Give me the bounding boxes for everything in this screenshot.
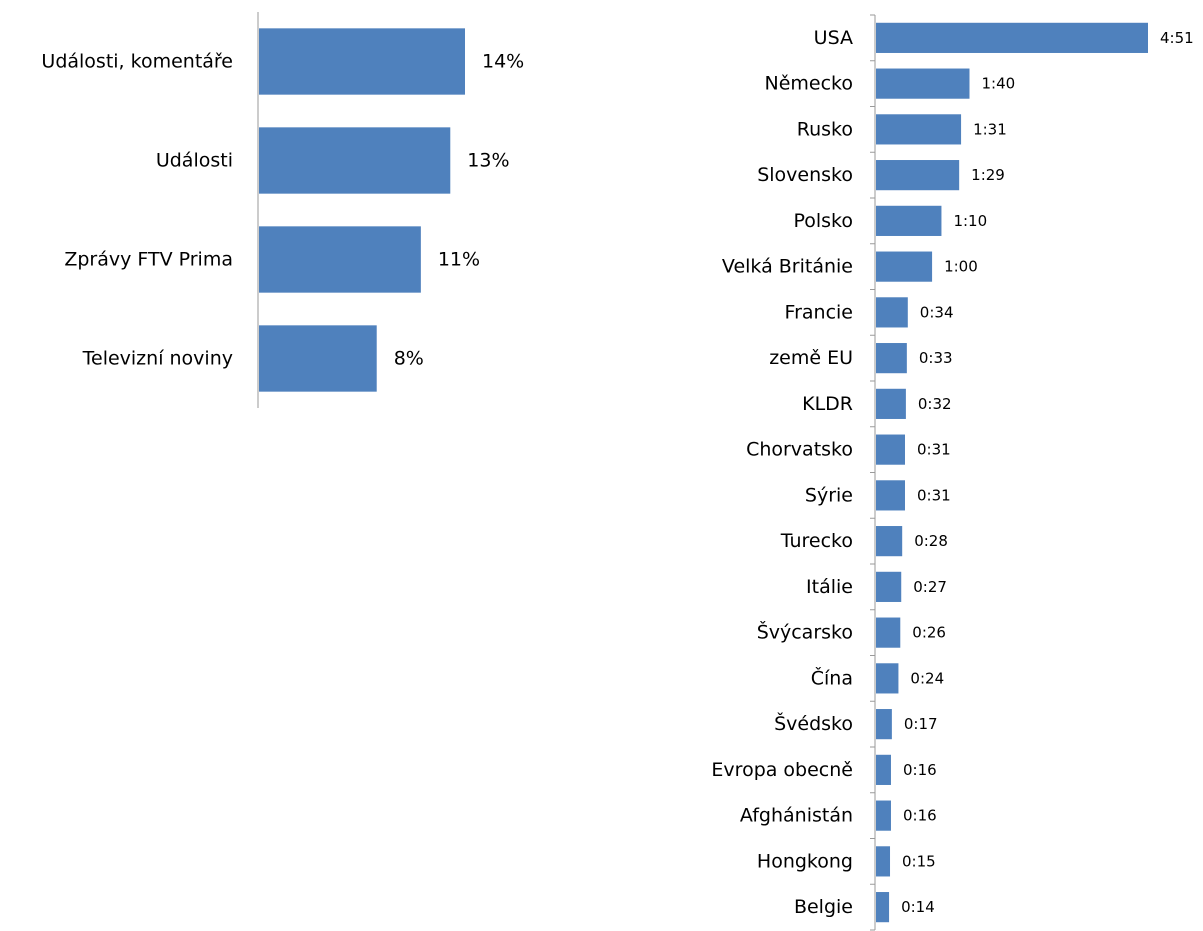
bar bbox=[259, 28, 465, 95]
data-label: 0:33 bbox=[919, 349, 953, 367]
bar bbox=[876, 114, 962, 145]
category-label: Francie bbox=[785, 301, 853, 323]
bar bbox=[876, 846, 891, 877]
data-label: 0:24 bbox=[910, 669, 944, 687]
bar bbox=[876, 709, 892, 740]
category-label: Německo bbox=[765, 73, 854, 95]
chart-news-programs: Události, komentáře 14% Události 13% Zprávy … bbox=[41, 12, 524, 408]
data-label: 0:28 bbox=[914, 532, 948, 550]
bar bbox=[876, 297, 908, 328]
bar bbox=[876, 526, 903, 557]
data-label: 0:14 bbox=[901, 898, 935, 916]
category-label: Slovensko bbox=[757, 164, 853, 186]
bar bbox=[259, 325, 377, 392]
category-label: Sýrie bbox=[805, 484, 853, 506]
data-label: 8% bbox=[394, 348, 424, 370]
data-label: 0:31 bbox=[917, 486, 951, 504]
bar bbox=[876, 68, 970, 99]
data-label: 1:40 bbox=[981, 75, 1015, 93]
data-label: 0:31 bbox=[917, 441, 951, 459]
category-label: Rusko bbox=[797, 118, 853, 140]
bar bbox=[876, 160, 960, 191]
category-label: Belgie bbox=[794, 896, 853, 918]
data-label: 0:15 bbox=[902, 852, 936, 870]
data-label: 4:51 bbox=[1160, 29, 1194, 47]
bar bbox=[876, 571, 902, 602]
data-label: 1:31 bbox=[973, 120, 1007, 138]
category-label: Velká Británie bbox=[722, 256, 853, 278]
category-label: Evropa obecně bbox=[711, 759, 853, 781]
data-label: 1:10 bbox=[953, 212, 987, 230]
bar bbox=[876, 892, 890, 923]
category-label: USA bbox=[814, 27, 853, 49]
bar bbox=[876, 434, 905, 465]
bar bbox=[876, 663, 899, 694]
data-label: 1:00 bbox=[944, 258, 978, 276]
bar bbox=[876, 343, 907, 374]
bar bbox=[876, 205, 942, 236]
bar bbox=[876, 800, 891, 831]
bar bbox=[876, 480, 905, 511]
data-label: 1:29 bbox=[971, 166, 1005, 184]
data-label: 0:27 bbox=[913, 578, 947, 596]
category-label: KLDR bbox=[802, 393, 853, 415]
data-label: 0:32 bbox=[918, 395, 952, 413]
category-label: Afghánistán bbox=[740, 805, 853, 827]
bar bbox=[259, 127, 451, 194]
bar bbox=[876, 22, 1148, 53]
category-label: Čína bbox=[811, 665, 853, 689]
bar bbox=[876, 388, 906, 419]
category-label: Události, komentáře bbox=[41, 51, 233, 73]
category-label: Zprávy FTV Prima bbox=[64, 249, 233, 271]
bar bbox=[876, 251, 933, 282]
bar bbox=[876, 754, 891, 785]
data-label: 14% bbox=[482, 51, 524, 73]
category-label: Švýcarsko bbox=[757, 620, 853, 644]
bar bbox=[259, 226, 421, 293]
data-label: 0:16 bbox=[903, 761, 937, 779]
data-label: 0:34 bbox=[920, 303, 954, 321]
category-label: země EU bbox=[769, 347, 853, 369]
data-label: 0:16 bbox=[903, 807, 937, 825]
category-label: Turecko bbox=[780, 530, 853, 552]
category-label: Itálie bbox=[806, 576, 853, 598]
data-label: 11% bbox=[438, 249, 480, 271]
category-label: Polsko bbox=[793, 210, 853, 232]
bar bbox=[876, 617, 901, 648]
category-label: Televizní noviny bbox=[82, 348, 233, 370]
data-label: 0:26 bbox=[912, 624, 946, 642]
data-label: 13% bbox=[467, 150, 509, 172]
category-label: Švédsko bbox=[774, 711, 853, 735]
category-label: Hongkong bbox=[757, 850, 853, 872]
category-label: Chorvatsko bbox=[746, 439, 853, 461]
category-label: Události bbox=[156, 150, 233, 172]
data-label: 0:17 bbox=[904, 715, 938, 733]
